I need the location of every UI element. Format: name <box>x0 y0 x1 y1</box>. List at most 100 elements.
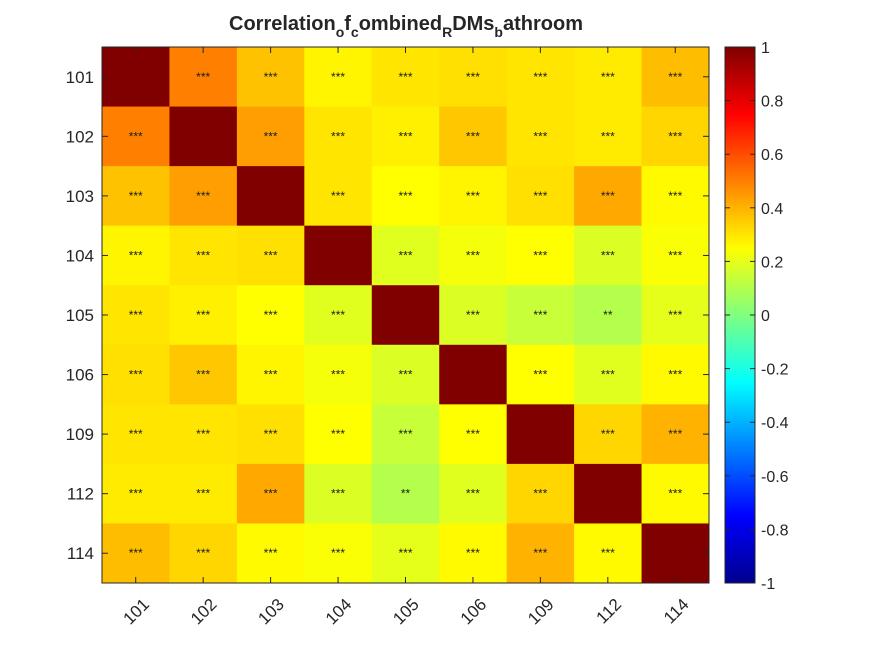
x-tick-label: 103 <box>254 595 287 628</box>
heatmap-cell <box>371 463 440 524</box>
heatmap-cell <box>102 285 170 346</box>
heatmap-cell <box>641 225 710 286</box>
colorbar-tick-label: 0.4 <box>761 201 783 218</box>
heatmap-cell <box>236 106 305 167</box>
colorbar-tick-label: 0.2 <box>761 254 783 271</box>
significance-label: *** <box>601 427 615 441</box>
x-tick-label: 101 <box>120 595 153 628</box>
y-tick-label: 112 <box>67 485 94 504</box>
heatmap-cell <box>304 285 373 346</box>
chart-title-part: ombined <box>359 13 442 35</box>
heatmap-cell <box>169 523 238 584</box>
heatmap-cell <box>371 225 440 286</box>
heatmap-cell <box>439 106 508 167</box>
heatmap-cell <box>102 404 170 465</box>
significance-label: *** <box>466 248 480 262</box>
significance-label: *** <box>196 368 210 382</box>
significance-label: ** <box>401 487 411 501</box>
significance-label: *** <box>264 248 278 262</box>
significance-label: *** <box>129 308 143 322</box>
significance-label: *** <box>466 546 480 560</box>
y-tick-label: 106 <box>66 366 94 385</box>
significance-label: *** <box>533 546 547 560</box>
heatmap-cell <box>371 106 440 167</box>
significance-label: *** <box>129 487 143 501</box>
heatmap-cell <box>641 463 710 524</box>
heatmap-cell <box>102 225 170 286</box>
heatmap-cell <box>102 106 170 167</box>
significance-label: *** <box>196 546 210 560</box>
heatmap-cell <box>506 463 575 524</box>
significance-label: *** <box>398 248 412 262</box>
heatmap-cell <box>506 225 575 286</box>
significance-label: *** <box>196 427 210 441</box>
x-tick-label: 102 <box>187 595 220 628</box>
significance-label: *** <box>331 546 345 560</box>
chart-title-part: f <box>344 13 351 35</box>
significance-label: *** <box>668 70 682 84</box>
significance-label: *** <box>331 70 345 84</box>
significance-label: *** <box>196 70 210 84</box>
heatmap-cell <box>574 404 643 465</box>
significance-label: *** <box>601 546 615 560</box>
heatmap-cell <box>304 463 373 524</box>
heatmap-cell <box>641 404 710 465</box>
significance-label: *** <box>331 308 345 322</box>
heatmap-cell <box>304 47 373 108</box>
significance-label: *** <box>331 487 345 501</box>
heatmap-cell <box>506 523 575 584</box>
heatmap-cell <box>506 404 575 465</box>
significance-label: *** <box>331 368 345 382</box>
heatmap-cell <box>574 225 643 286</box>
colorbar-tick-label: 1 <box>761 40 770 57</box>
significance-label: *** <box>398 189 412 203</box>
x-tick-label: 104 <box>322 595 355 628</box>
heatmap-cell <box>641 344 710 405</box>
heatmap-cell <box>641 523 710 584</box>
heatmap-cell <box>371 523 440 584</box>
significance-label: *** <box>129 248 143 262</box>
significance-label: *** <box>129 427 143 441</box>
heatmap-cell <box>169 404 238 465</box>
significance-label: *** <box>398 129 412 143</box>
heatmap-cell <box>439 285 508 346</box>
significance-label: *** <box>129 129 143 143</box>
heatmap-cell <box>439 523 508 584</box>
heatmap-cell <box>371 166 440 227</box>
chart-title-part: c <box>351 24 359 40</box>
significance-label: *** <box>466 129 480 143</box>
chart-title-part: R <box>442 24 452 40</box>
heatmap-cell <box>574 523 643 584</box>
significance-label: *** <box>196 248 210 262</box>
heatmap-cell <box>506 285 575 346</box>
heatmap-cell <box>574 463 643 524</box>
chart-title-part: o <box>336 24 345 40</box>
colorbar-ticks: -1 -0.8 -0.6 -0.4 -0.2 0 0.2 0.4 0.6 0.8 1 <box>725 40 789 593</box>
significance-label: *** <box>533 368 547 382</box>
significance-label: *** <box>668 189 682 203</box>
heatmap-cell <box>641 166 710 227</box>
significance-label: *** <box>668 487 682 501</box>
heatmap-cell <box>169 166 238 227</box>
heatmap-cell <box>439 344 508 405</box>
heatmap-cell <box>506 47 575 108</box>
colorbar-tick-label: -1 <box>761 576 775 593</box>
significance-label: *** <box>398 368 412 382</box>
y-tick-label: 105 <box>66 306 94 325</box>
x-tick-label: 112 <box>593 595 626 628</box>
x-tick-label: 109 <box>524 595 557 628</box>
heatmap-cell <box>236 166 305 227</box>
heatmap-cell <box>102 344 170 405</box>
significance-label: *** <box>668 308 682 322</box>
heatmap-cell <box>102 166 170 227</box>
heatmap-cell <box>506 344 575 405</box>
colorbar-tick-label: 0.8 <box>761 94 783 111</box>
significance-label: *** <box>466 487 480 501</box>
chart-title-part: DMs <box>452 13 494 35</box>
heatmap-cell <box>236 344 305 405</box>
chart-title: CorrelationofcombinedRDMsbathroom <box>229 13 583 40</box>
heatmap-cell <box>439 166 508 227</box>
heatmap-cell <box>574 166 643 227</box>
